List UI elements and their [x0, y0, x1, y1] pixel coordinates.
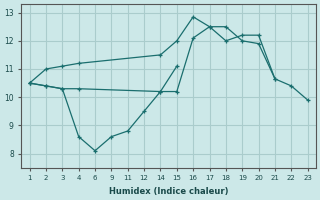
X-axis label: Humidex (Indice chaleur): Humidex (Indice chaleur)	[109, 187, 228, 196]
